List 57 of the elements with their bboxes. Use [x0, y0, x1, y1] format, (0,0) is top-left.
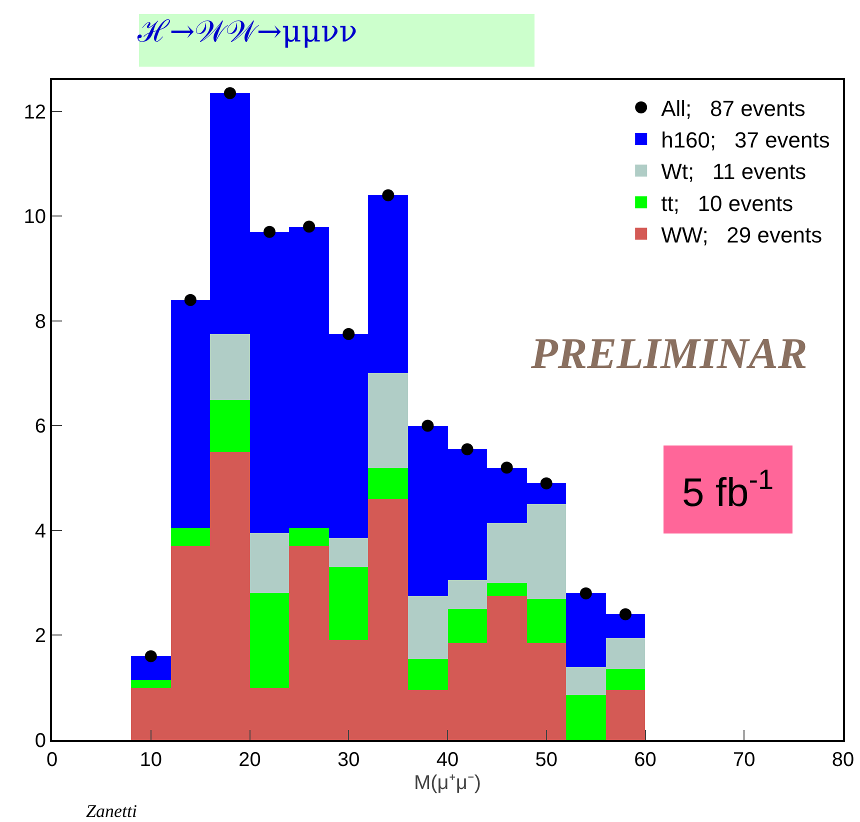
bar: [606, 690, 645, 740]
point: [184, 294, 196, 306]
x-tick-label: 60: [634, 749, 656, 771]
x-tick-label: 70: [733, 749, 756, 771]
x-tick-label: 80: [832, 749, 854, 771]
text: Zanetti: [86, 801, 138, 821]
y-tick-label: 8: [34, 310, 46, 333]
point: [619, 608, 632, 620]
y-tick-label: 2: [34, 625, 46, 648]
bar: [210, 334, 250, 400]
y-tick-label: 4: [34, 520, 46, 542]
bar: [566, 695, 606, 740]
point: [224, 87, 236, 100]
x-tick-label: 20: [238, 749, 261, 771]
y-tick-label: 0: [34, 730, 46, 752]
legend-label: Wt; 11 events: [661, 159, 806, 184]
point: [422, 420, 434, 432]
bar: [250, 533, 289, 593]
point: [382, 189, 394, 202]
annotation: PRELIMINAR: [530, 329, 808, 378]
legend-label: tt; 10 events: [661, 190, 794, 216]
x-axis-title: M(μ⁺μ⁻): [414, 772, 482, 794]
point: [461, 443, 474, 456]
point: [144, 650, 157, 662]
point: [540, 477, 552, 490]
legend-label: h160; 37 events: [661, 128, 830, 153]
point: [303, 220, 316, 233]
x-tick-label: 30: [338, 749, 360, 771]
bar: [448, 609, 487, 643]
bar: [210, 400, 250, 452]
bar: [527, 599, 566, 643]
bar: [171, 528, 210, 546]
bar: [250, 593, 289, 688]
x-tick-label: 10: [140, 749, 162, 771]
bar: [368, 468, 408, 499]
legend-label: WW; 29 events: [661, 222, 822, 248]
bar: [368, 373, 408, 468]
legend-label: All; 87 events: [661, 96, 806, 121]
point: [264, 226, 276, 238]
point: [500, 462, 513, 474]
bar: [408, 659, 448, 690]
point: [580, 587, 592, 600]
x-tick-label: 40: [436, 749, 459, 771]
bar: [487, 583, 527, 596]
bar: [131, 680, 171, 688]
y-tick-label: 12: [24, 101, 46, 124]
y-tick-label: 6: [34, 416, 46, 438]
bar: [606, 669, 645, 690]
bar: [329, 538, 368, 567]
bar: [289, 528, 329, 546]
x-tick-label: 50: [535, 749, 558, 771]
annotation: 5 fb$^{-1}$: [682, 464, 774, 515]
chart-title: ℋ→𝒲𝒲→μμνν: [136, 14, 358, 50]
bar: [131, 656, 171, 680]
bar: [329, 567, 368, 640]
y-tick-label: 10: [24, 206, 46, 228]
point: [342, 328, 355, 340]
